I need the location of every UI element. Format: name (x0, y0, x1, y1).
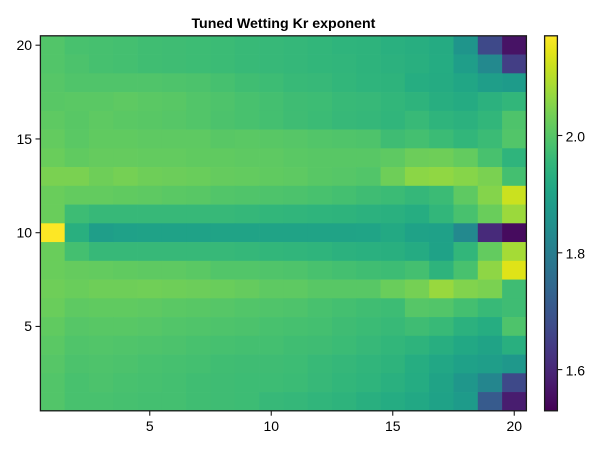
svg-text:5: 5 (24, 318, 32, 334)
svg-text:15: 15 (385, 418, 401, 434)
svg-text:20: 20 (506, 418, 522, 434)
svg-text:10: 10 (263, 418, 279, 434)
svg-text:15: 15 (17, 131, 33, 147)
svg-text:Tuned Wetting Kr exponent: Tuned Wetting Kr exponent (191, 16, 375, 32)
svg-text:10: 10 (17, 225, 33, 241)
svg-text:5: 5 (146, 418, 154, 434)
svg-text:1.6: 1.6 (566, 362, 586, 378)
svg-text:1.8: 1.8 (566, 246, 586, 262)
svg-text:20: 20 (17, 37, 33, 53)
svg-text:2.0: 2.0 (566, 128, 586, 144)
